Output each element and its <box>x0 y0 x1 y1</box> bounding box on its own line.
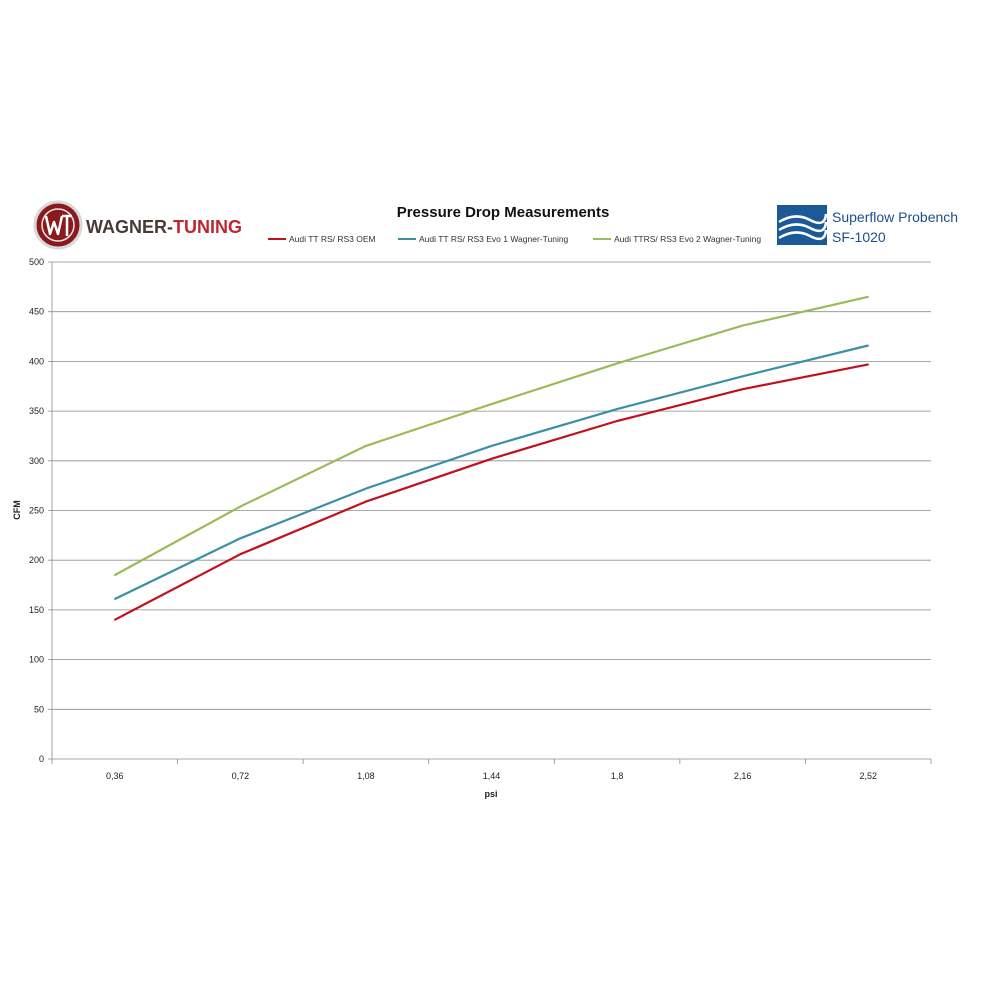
y-tick-label: 250 <box>29 506 44 516</box>
data-point <box>239 537 242 540</box>
data-point <box>741 388 744 391</box>
data-point <box>113 598 116 600</box>
data-point <box>365 500 367 503</box>
data-point <box>365 445 367 447</box>
superflow-line1: Superflow Probench <box>832 209 958 225</box>
x-tick-label: 0,72 <box>232 771 250 781</box>
y-tick-label: 200 <box>29 555 44 565</box>
chart-title: Pressure Drop Measurements <box>397 204 610 221</box>
y-axis: 0 50 100 150 200 250 300 350 400 450 500 <box>29 257 53 764</box>
y-tick-label: 0 <box>39 754 44 764</box>
x-tick-label: 2,16 <box>734 771 752 781</box>
x-tick-label: 0,36 <box>106 771 124 781</box>
data-point <box>490 403 493 405</box>
logo-text-tuning: TUNING <box>173 217 242 237</box>
data-point <box>490 458 493 460</box>
x-tick-label: 1,44 <box>483 771 501 781</box>
svg-text:WAGNER-TUNING: WAGNER-TUNING <box>86 217 242 237</box>
y-tick-label: 350 <box>29 406 44 416</box>
y-tick-label: 500 <box>29 257 44 267</box>
data-point <box>239 553 242 556</box>
series-line-3 <box>114 295 869 577</box>
data-point <box>365 487 367 490</box>
data-point <box>867 295 870 298</box>
y-tick-label: 450 <box>29 307 44 317</box>
series-line-1 <box>114 363 869 621</box>
data-point <box>616 408 618 410</box>
data-point <box>113 619 116 621</box>
legend-label: Audi TT RS/ RS3 OEM <box>289 234 376 244</box>
logo-text-wagner: WAGNER- <box>86 217 173 237</box>
legend: Audi TT RS/ RS3 OEM Audi TT RS/ RS3 Evo 1… <box>268 234 761 244</box>
data-point <box>741 375 744 378</box>
data-point <box>741 324 744 327</box>
series-layer <box>113 295 870 621</box>
y-tick-label: 400 <box>29 356 44 366</box>
superflow-line2: SF-1020 <box>832 229 886 245</box>
gridlines <box>52 261 931 760</box>
data-point <box>867 363 870 366</box>
y-axis-title: CFM <box>12 500 22 520</box>
x-axis-title: psi <box>484 789 497 799</box>
data-point <box>616 420 618 422</box>
data-point <box>239 505 242 508</box>
y-tick-label: 150 <box>29 605 44 615</box>
y-tick-label: 100 <box>29 655 44 665</box>
x-tick-label: 1,08 <box>357 771 375 781</box>
x-tick-label: 2,52 <box>859 771 877 781</box>
data-point <box>113 574 116 576</box>
legend-label: Audi TT RS/ RS3 Evo 1 Wagner-Tuning <box>419 234 569 244</box>
y-tick-label: 300 <box>29 456 44 466</box>
data-point <box>490 445 493 447</box>
data-point <box>616 362 618 365</box>
y-tick-label: 50 <box>34 704 44 714</box>
wagner-tuning-logo: WAGNER-TUNING <box>33 200 242 250</box>
x-axis: 0,36 0,72 1,08 1,44 1,8 2,16 2,52 <box>51 759 932 781</box>
x-tick-label: 1,8 <box>611 771 624 781</box>
legend-label: Audi TTRS/ RS3 Evo 2 Wagner-Tuning <box>614 234 761 244</box>
superflow-logo: Superflow Probench SF-1020 <box>777 205 958 245</box>
data-point <box>867 344 870 347</box>
